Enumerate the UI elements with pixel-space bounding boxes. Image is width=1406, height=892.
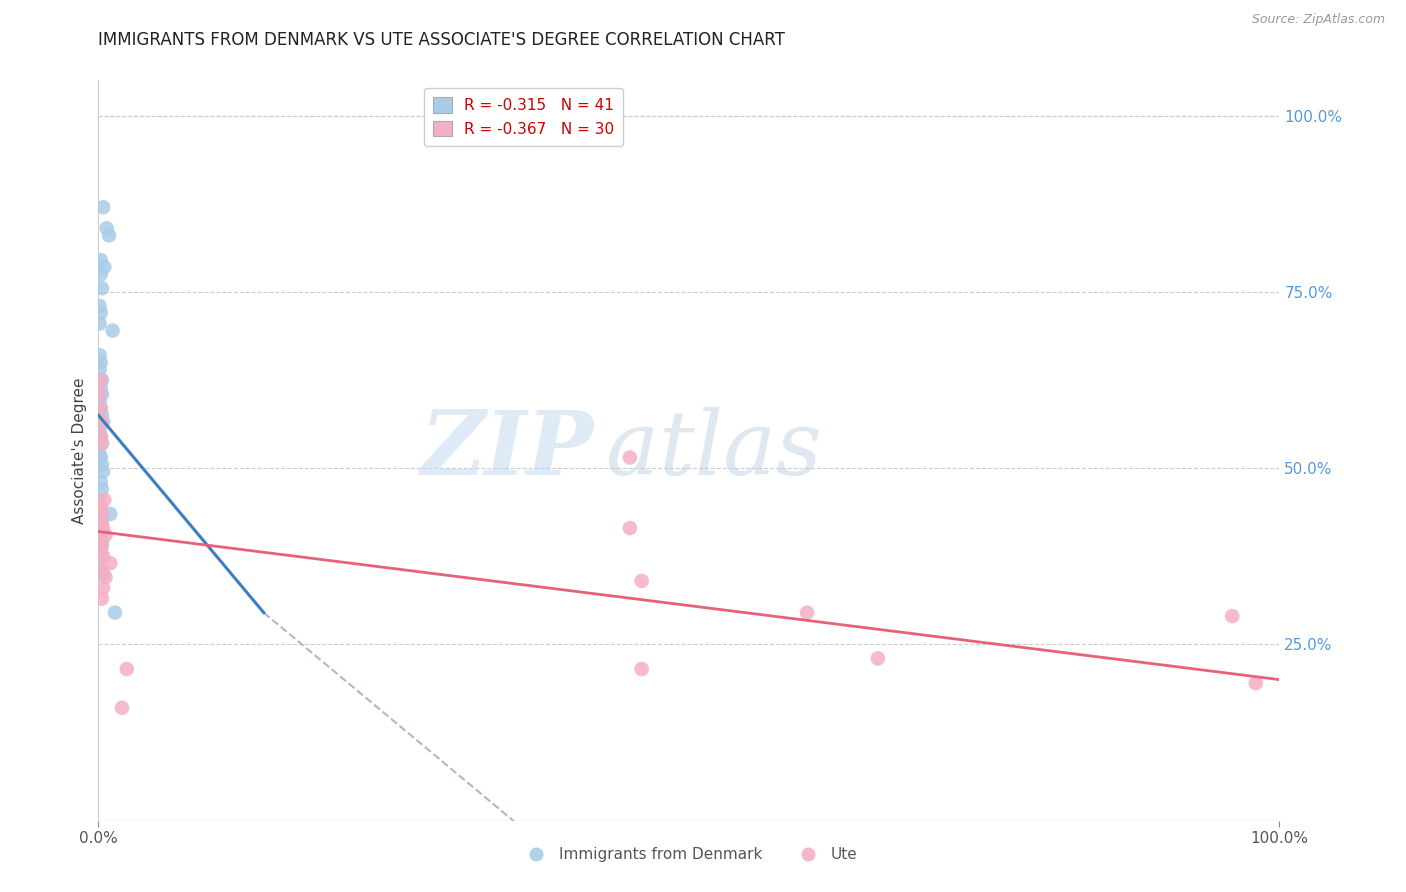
Point	[90, 475, 112, 490]
Point	[89, 492, 111, 507]
Point	[1244, 676, 1267, 690]
Point	[89, 559, 111, 574]
Point	[90, 521, 112, 535]
Point	[93, 492, 115, 507]
Point	[91, 436, 114, 450]
Point	[91, 514, 114, 528]
Point	[89, 422, 111, 436]
Point	[90, 503, 112, 517]
Point	[90, 429, 112, 443]
Text: ZIP: ZIP	[420, 408, 595, 493]
Point	[630, 574, 652, 588]
Point	[866, 651, 889, 665]
Point	[96, 221, 118, 235]
Point	[91, 200, 114, 214]
Point	[90, 549, 112, 564]
Point	[89, 528, 111, 542]
Point	[89, 299, 111, 313]
Point	[91, 458, 114, 472]
Point	[619, 450, 641, 465]
Point	[91, 436, 114, 450]
Point	[94, 528, 117, 542]
Point	[89, 387, 111, 401]
Point	[90, 500, 112, 514]
Point	[101, 324, 124, 338]
Point	[94, 570, 117, 584]
Text: Source: ZipAtlas.com: Source: ZipAtlas.com	[1251, 13, 1385, 27]
Point	[91, 415, 114, 429]
Point	[89, 317, 111, 331]
Point	[98, 228, 121, 243]
Point	[91, 591, 114, 606]
Point	[630, 662, 652, 676]
Point	[91, 566, 114, 581]
Point	[90, 401, 112, 416]
Point	[90, 253, 112, 268]
Point	[1220, 609, 1243, 624]
Point	[90, 373, 112, 387]
Point	[89, 362, 111, 376]
Point	[91, 535, 114, 549]
Point	[90, 355, 112, 369]
Point	[91, 415, 114, 429]
Point	[89, 348, 111, 362]
Text: IMMIGRANTS FROM DENMARK VS UTE ASSOCIATE'S DEGREE CORRELATION CHART: IMMIGRANTS FROM DENMARK VS UTE ASSOCIATE…	[98, 31, 786, 49]
Point	[91, 387, 114, 401]
Legend: Immigrants from Denmark, Ute: Immigrants from Denmark, Ute	[515, 841, 863, 869]
Point	[90, 267, 112, 281]
Point	[91, 581, 114, 595]
Y-axis label: Associate's Degree: Associate's Degree	[72, 377, 87, 524]
Point	[98, 507, 121, 521]
Text: atlas: atlas	[606, 407, 823, 494]
Point	[104, 606, 127, 620]
Point	[93, 260, 115, 274]
Point	[619, 521, 641, 535]
Point	[91, 465, 114, 479]
Point	[89, 447, 111, 461]
Point	[90, 380, 112, 394]
Point	[90, 401, 112, 416]
Point	[90, 429, 112, 443]
Point	[91, 408, 114, 422]
Point	[91, 549, 114, 564]
Point	[91, 521, 114, 535]
Point	[90, 514, 112, 528]
Point	[91, 507, 114, 521]
Point	[796, 606, 818, 620]
Point	[98, 556, 121, 570]
Point	[111, 701, 134, 715]
Point	[91, 539, 114, 553]
Point	[90, 542, 112, 557]
Point	[115, 662, 138, 676]
Point	[91, 281, 114, 295]
Point	[91, 563, 114, 577]
Point	[90, 450, 112, 465]
Point	[91, 373, 114, 387]
Point	[91, 482, 114, 496]
Point	[90, 306, 112, 320]
Point	[89, 394, 111, 409]
